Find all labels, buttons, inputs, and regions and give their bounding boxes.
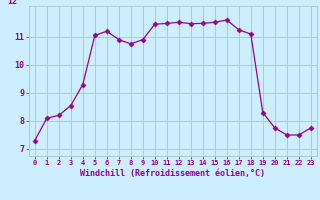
Text: 12: 12 <box>7 0 17 6</box>
X-axis label: Windchill (Refroidissement éolien,°C): Windchill (Refroidissement éolien,°C) <box>80 169 265 178</box>
